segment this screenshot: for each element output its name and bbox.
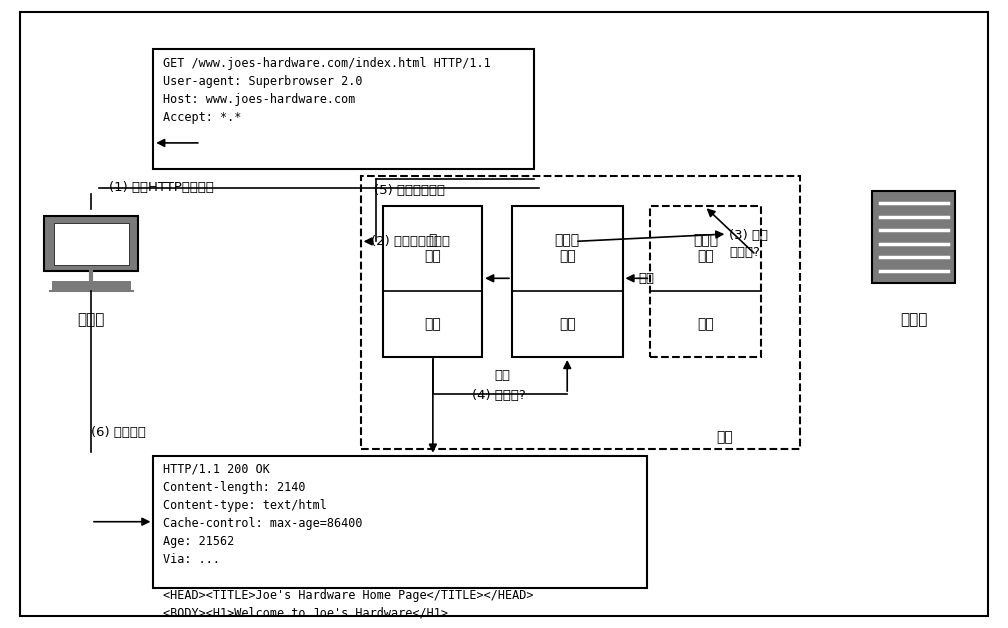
Text: 中有吗?: 中有吗? — [729, 246, 760, 259]
Bar — [512, 206, 623, 357]
Text: GET /www.joes-hardware.com/index.html HTTP/1.1
User-agent: Superbrowser 2.0
Host: GET /www.joes-hardware.com/index.html HT… — [163, 57, 491, 124]
Text: 主体: 主体 — [698, 317, 714, 331]
Text: (3) 缓存: (3) 缓存 — [729, 229, 768, 242]
Text: (4) 新鲜吗?: (4) 新鲜吗? — [473, 389, 526, 402]
Bar — [153, 455, 647, 588]
Text: 是的: 是的 — [638, 272, 654, 285]
Text: 缓存: 缓存 — [717, 430, 733, 444]
Text: (6) 发送响应: (6) 发送响应 — [91, 426, 146, 439]
Bar — [43, 215, 138, 271]
Text: 主体: 主体 — [558, 317, 576, 331]
Text: 是的: 是的 — [494, 369, 510, 382]
Text: HTTP/1.1 200 OK
Content-length: 2140
Content-type: text/html
Cache-control: max-: HTTP/1.1 200 OK Content-length: 2140 Con… — [163, 463, 533, 620]
Text: 服务器
首部: 服务器 首部 — [692, 234, 718, 264]
Bar — [361, 175, 800, 450]
Text: 主体: 主体 — [424, 317, 442, 331]
Text: 客户端: 客户端 — [78, 313, 105, 328]
Bar — [53, 223, 129, 265]
Text: (5) 创建响应首部: (5) 创建响应首部 — [374, 185, 445, 197]
Text: 新
首部: 新 首部 — [424, 234, 442, 264]
Text: (2) 对报文进行解析: (2) 对报文进行解析 — [371, 235, 450, 248]
Bar — [51, 281, 131, 291]
Text: 服务器: 服务器 — [900, 313, 927, 328]
Text: (1) 接收HTTP请求报文: (1) 接收HTTP请求报文 — [109, 181, 214, 194]
Text: 服务器
首部: 服务器 首部 — [554, 234, 580, 264]
Bar — [383, 206, 482, 357]
Bar — [650, 206, 761, 357]
Bar — [873, 191, 956, 283]
Bar — [153, 50, 533, 170]
